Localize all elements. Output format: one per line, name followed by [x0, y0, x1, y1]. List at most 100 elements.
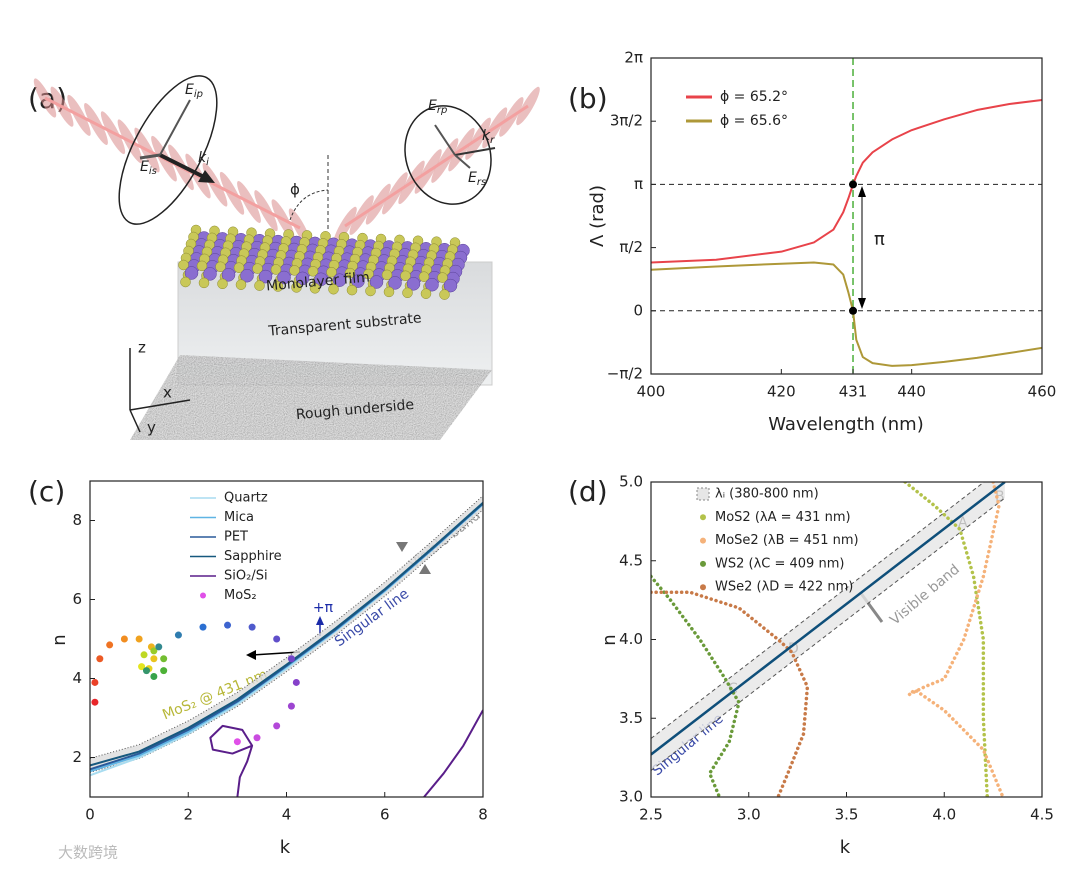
y-tick-label: 3.5	[619, 709, 643, 727]
series-line	[90, 503, 483, 773]
atom-s	[346, 284, 358, 296]
annotation: π	[874, 229, 885, 250]
data-point	[287, 655, 295, 663]
x-tick-label: 3.0	[737, 806, 761, 824]
atom-mo	[425, 277, 439, 292]
band-marker	[419, 564, 431, 574]
plot-area	[90, 495, 483, 797]
legend-label: ϕ = 65.2°	[720, 89, 788, 105]
series-line	[907, 482, 1005, 797]
data-point	[233, 738, 241, 746]
x-tick-label: 4	[282, 806, 292, 824]
annotation: +π	[313, 600, 334, 616]
angle-arc	[289, 189, 329, 221]
data-point	[160, 655, 168, 663]
atom-s	[217, 278, 228, 290]
atom-s	[196, 260, 208, 272]
x-tick-label: 460	[1028, 383, 1057, 401]
lb-sub: is	[149, 166, 157, 177]
band-marker	[396, 542, 408, 552]
legend-label: Mica	[224, 510, 254, 525]
visible-band	[651, 482, 1005, 771]
atom-s	[307, 266, 319, 277]
lb: E	[468, 170, 477, 186]
rough-texture	[130, 355, 492, 440]
atom-s	[381, 269, 393, 281]
lb: E	[185, 82, 194, 98]
data-point	[150, 655, 158, 663]
atom-mo	[388, 276, 402, 290]
atom-s	[270, 264, 282, 275]
x-axis	[129, 399, 191, 411]
atom-s	[235, 279, 247, 290]
y-tick-label: 8	[72, 511, 82, 529]
atom-s	[309, 283, 321, 294]
legend-label: WS2 (λC = 409 nm)	[715, 556, 844, 571]
series-line	[651, 261, 1042, 367]
lb: E	[140, 159, 149, 175]
crossing-dot	[849, 180, 858, 189]
field-label: Eip	[185, 82, 203, 100]
legend-swatch	[696, 487, 710, 501]
data-point	[138, 663, 146, 671]
data-point	[96, 655, 104, 663]
lb-sub: ip	[194, 89, 203, 100]
data-point	[91, 678, 99, 686]
atom-mo	[369, 275, 384, 289]
x-axis-label: k	[280, 837, 291, 858]
lb-sub: rp	[437, 105, 447, 116]
atom-s	[439, 289, 450, 300]
data-point	[292, 678, 300, 686]
atom-mo	[406, 277, 421, 291]
panel-label: (c)	[28, 475, 65, 508]
y-tick-label: 4.0	[619, 630, 643, 648]
x-tick-label: 2.5	[639, 806, 663, 824]
y-tick-label: 4	[72, 669, 82, 687]
panel-label: (d)	[568, 475, 608, 508]
legend-label: MoSe2 (λB = 451 nm)	[715, 533, 859, 548]
atom-s	[198, 277, 210, 289]
x-tick-label: 3.5	[835, 806, 859, 824]
data-point	[155, 643, 163, 651]
lb: k	[482, 128, 491, 144]
arrow-head	[858, 298, 866, 309]
legend-swatch	[700, 514, 706, 521]
singular-line	[651, 482, 1006, 756]
rough-underside	[130, 355, 492, 440]
legend-label: MoS2 (λA = 431 nm)	[715, 510, 851, 525]
atom-mo	[332, 273, 347, 287]
y-tick-label: 2π	[624, 49, 643, 67]
atom-s	[383, 286, 395, 298]
axes-frame	[650, 57, 1043, 375]
erp-arrow	[434, 124, 456, 156]
field-label: Ers	[468, 170, 486, 188]
series-line	[209, 709, 483, 797]
x-tick-label: 2	[183, 806, 193, 824]
atom-s	[400, 270, 411, 282]
atom-mo	[295, 271, 310, 286]
atom-mo	[240, 268, 254, 283]
arrow-head	[316, 616, 324, 625]
data-point	[150, 673, 158, 681]
pol-ellipse-out	[404, 105, 492, 205]
x-axis-label: Wavelength (nm)	[768, 414, 924, 435]
x-tick-label: 4.5	[1030, 806, 1054, 824]
legend-label: λᵢ (380-800 nm)	[715, 487, 819, 502]
x-axis-label: k	[840, 837, 851, 858]
field-label: Erp	[428, 98, 447, 116]
x-tick-label: 6	[380, 806, 390, 824]
atom-mo	[351, 274, 365, 288]
plot-area	[651, 482, 1006, 797]
data-point	[135, 635, 143, 643]
y-axis-label: Λ (rad)	[587, 185, 608, 247]
atom-mo	[314, 272, 328, 287]
legend-label: PET	[224, 530, 248, 545]
data-point	[248, 623, 256, 631]
legend-swatch	[700, 537, 706, 544]
series-line	[90, 501, 483, 767]
y-axis	[129, 409, 141, 433]
atom-mo	[443, 278, 458, 293]
data-point	[253, 734, 261, 742]
atom-mo	[203, 267, 217, 281]
